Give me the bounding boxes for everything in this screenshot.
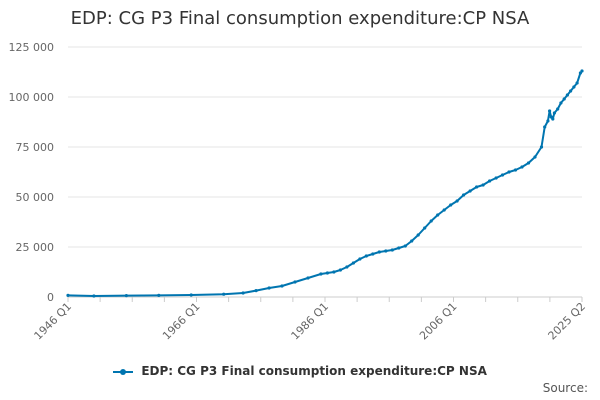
data-point[interactable] [124, 294, 128, 298]
gridlines [68, 46, 582, 298]
data-point[interactable] [462, 193, 466, 197]
data-point[interactable] [358, 257, 362, 261]
data-point[interactable] [436, 213, 440, 217]
data-point[interactable] [455, 199, 459, 203]
y-axis-ticks: 0 25 000 50 000 75 000 100 000 125 000 [9, 41, 55, 304]
data-point[interactable] [449, 203, 453, 207]
data-point[interactable] [371, 252, 375, 256]
data-point[interactable] [410, 239, 414, 243]
data-point[interactable] [494, 176, 498, 180]
data-point[interactable] [475, 185, 479, 189]
source-label: Source: [542, 381, 588, 395]
y-tick-label: 75 000 [16, 141, 55, 154]
data-point[interactable] [332, 270, 336, 274]
y-tick-label: 125 000 [9, 41, 55, 54]
x-tick-label: 1966 Q1 [160, 300, 203, 343]
data-point[interactable] [351, 261, 355, 265]
data-point[interactable] [280, 284, 284, 288]
data-point[interactable] [559, 101, 563, 105]
data-point[interactable] [254, 289, 258, 293]
data-point[interactable] [241, 291, 245, 295]
legend[interactable]: EDP: CG P3 Final consumption expenditure… [0, 364, 600, 378]
data-point[interactable] [364, 254, 368, 258]
x-tick-label: 2006 Q1 [417, 300, 460, 343]
data-point[interactable] [533, 155, 537, 159]
data-point[interactable] [157, 293, 161, 297]
data-point[interactable] [548, 109, 552, 113]
data-point[interactable] [306, 276, 310, 280]
data-point[interactable] [513, 168, 518, 172]
data-point[interactable] [546, 119, 550, 123]
data-point[interactable] [551, 117, 555, 121]
data-point[interactable] [481, 183, 485, 187]
data-point[interactable] [345, 265, 349, 269]
data-point[interactable] [189, 293, 193, 297]
series-line [67, 70, 583, 297]
y-tick-label: 100 000 [9, 91, 55, 104]
data-point[interactable] [403, 244, 407, 248]
y-tick-label: 25 000 [16, 241, 55, 254]
data-point[interactable] [293, 280, 297, 284]
x-axis-ticks: 1946 Q1 1966 Q1 1986 Q1 2006 Q1 2025 Q2 [32, 297, 589, 343]
y-tick-label: 50 000 [16, 191, 55, 204]
data-point[interactable] [520, 165, 524, 169]
data-point[interactable] [325, 271, 329, 275]
data-point[interactable] [572, 85, 576, 89]
data-point[interactable] [384, 249, 388, 253]
series-group [66, 69, 584, 298]
data-point[interactable] [222, 292, 226, 296]
data-point[interactable] [66, 293, 70, 297]
x-tick-label: 1946 Q1 [32, 300, 75, 343]
data-point[interactable] [377, 250, 381, 254]
data-point[interactable] [468, 189, 472, 193]
data-point[interactable] [569, 89, 573, 93]
data-point[interactable] [92, 294, 96, 298]
data-point[interactable] [552, 111, 557, 115]
y-tick-label: 0 [47, 291, 54, 304]
data-point[interactable] [580, 69, 584, 73]
data-point[interactable] [429, 219, 433, 223]
data-point[interactable] [539, 145, 544, 149]
data-point[interactable] [526, 161, 531, 165]
data-point[interactable] [397, 246, 401, 250]
data-point[interactable] [267, 286, 271, 290]
data-point[interactable] [575, 81, 579, 85]
chart-title: EDP: CG P3 Final consumption expenditure… [70, 8, 530, 29]
x-tick-label: 1986 Q1 [289, 300, 332, 343]
data-point[interactable] [488, 179, 492, 183]
data-point[interactable] [565, 93, 570, 97]
data-point[interactable] [319, 272, 323, 276]
data-point[interactable] [338, 268, 342, 272]
legend-swatch [113, 367, 134, 377]
legend-label: EDP: CG P3 Final consumption expenditure… [141, 364, 487, 378]
data-point[interactable] [507, 170, 511, 174]
data-point[interactable] [556, 107, 560, 111]
x-tick-label: 2025 Q2 [546, 300, 589, 343]
data-point[interactable] [442, 208, 446, 212]
data-point[interactable] [423, 226, 427, 230]
data-point[interactable] [562, 97, 566, 101]
data-point[interactable] [500, 173, 505, 177]
data-point[interactable] [416, 233, 420, 237]
data-point[interactable] [543, 125, 547, 129]
data-point[interactable] [390, 248, 394, 252]
